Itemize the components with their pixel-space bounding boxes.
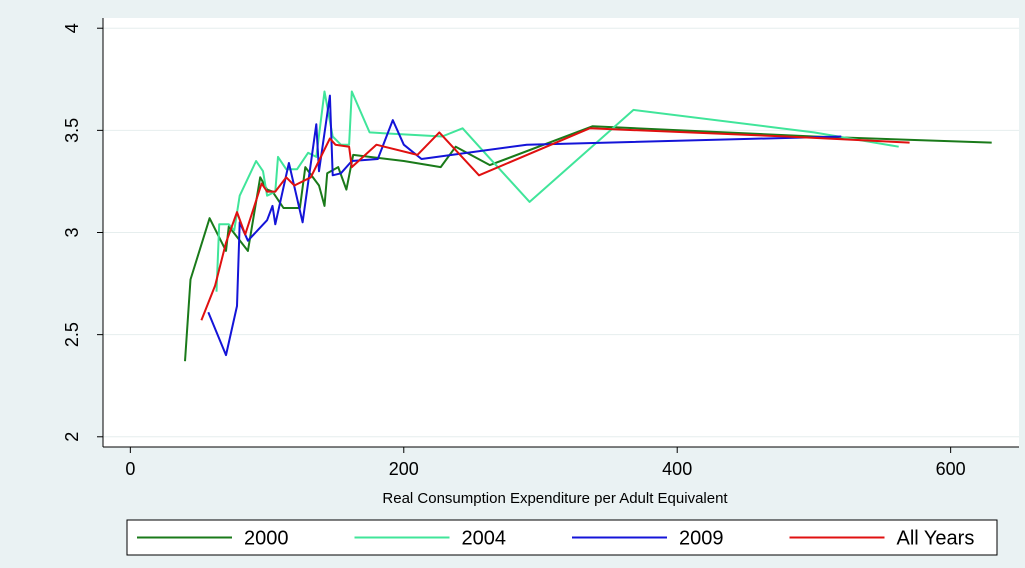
- series-line: [215, 90, 899, 292]
- x-tick-label: 200: [389, 459, 419, 479]
- y-tick-label: 3.5: [62, 118, 82, 143]
- y-tick-label: 2.5: [62, 322, 82, 347]
- legend: 2000 2004 2009 All Years: [126, 519, 998, 556]
- legend-label: 2009: [679, 528, 724, 550]
- axes-layer: 2 2.5 3 3.5 4 0 200 400 600: [62, 18, 1019, 479]
- legend-label: All Years: [897, 528, 975, 550]
- legend-label: 2004: [462, 528, 507, 550]
- y-tick-label: 2: [62, 432, 82, 442]
- x-tick-label: 600: [936, 459, 966, 479]
- series-line: [200, 127, 910, 321]
- y-tick-label: 3: [62, 227, 82, 237]
- series-line: [184, 125, 992, 362]
- x-tick-label: 400: [662, 459, 692, 479]
- x-axis-title: Real Consumption Expenditure per Adult E…: [382, 490, 728, 507]
- y-tick-label: 4: [62, 23, 82, 33]
- series-layer: [184, 90, 992, 362]
- legend-label: 2000: [244, 528, 289, 550]
- x-tick-label: 0: [125, 459, 135, 479]
